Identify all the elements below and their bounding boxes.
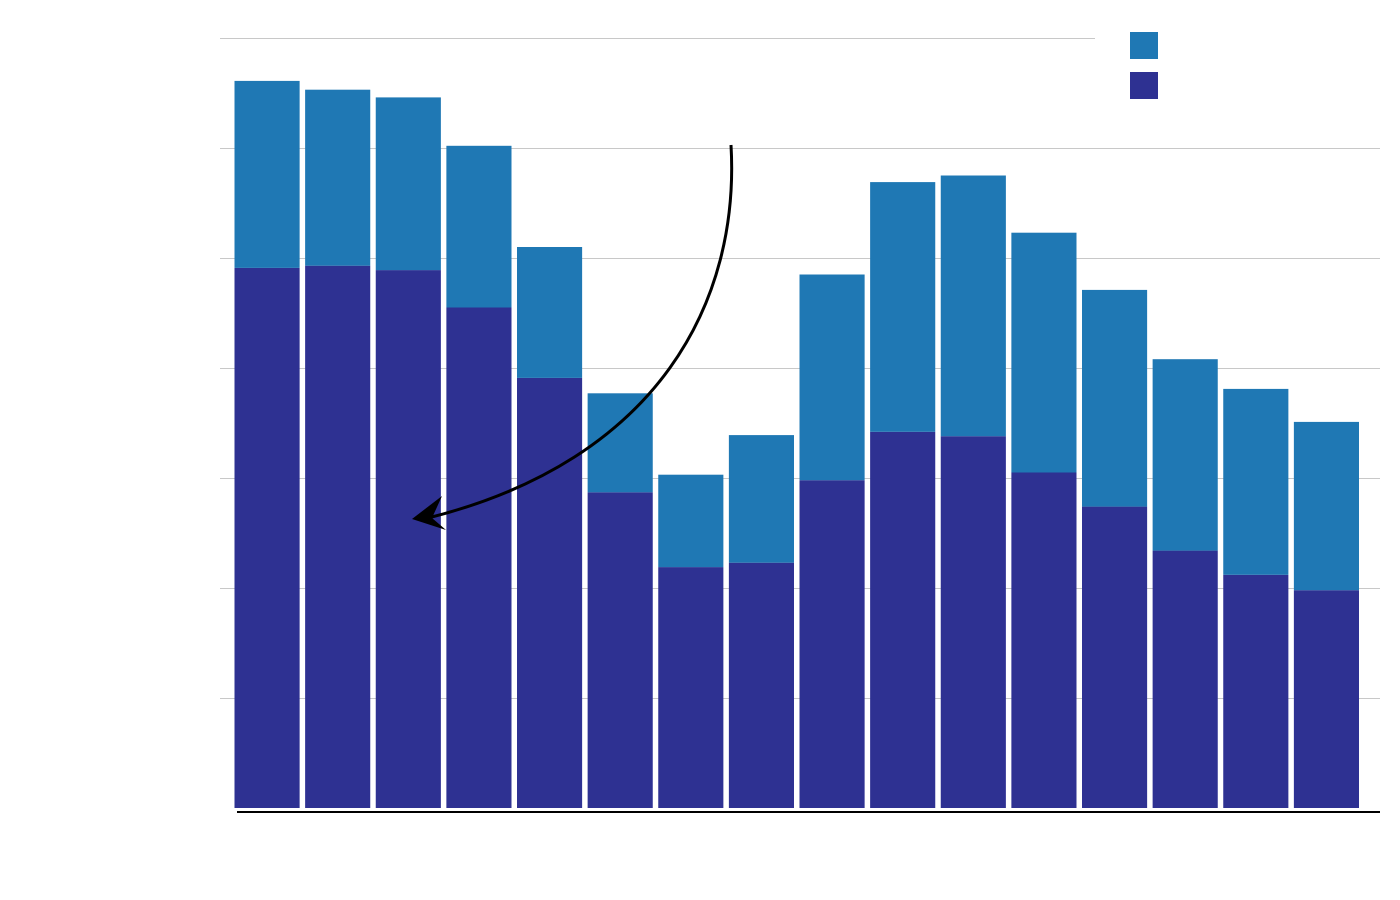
bar-segment-upper (305, 89, 371, 266)
bar-segment-lower (517, 377, 583, 808)
bar-segment-lower (234, 267, 300, 808)
bar-segment-lower (1293, 590, 1359, 808)
bar-segment-upper (940, 175, 1006, 437)
bar-segment-upper (234, 80, 300, 268)
bar-segment-upper (517, 247, 583, 378)
legend-swatch (1130, 32, 1158, 59)
bar-segment-lower (799, 480, 865, 808)
bar-segment-lower (587, 492, 653, 808)
bar-segment-upper (587, 393, 653, 493)
annotation-arrow-curve (427, 144, 734, 520)
bar-segment-lower (1152, 550, 1218, 808)
bar-segment-lower (1082, 506, 1148, 808)
bar-segment-upper (1293, 421, 1359, 591)
annotation-arrow (412, 144, 734, 530)
bar-segment-upper (1082, 289, 1148, 507)
bar-segment-upper (1223, 388, 1289, 575)
bar-segment-upper (658, 474, 724, 568)
bars (234, 80, 1359, 809)
bar-segment-upper (799, 274, 865, 481)
bar-segment-lower (305, 265, 371, 808)
bar-segment-lower (658, 567, 724, 808)
bar-segment-lower (870, 431, 936, 808)
bar-segment-upper (1011, 232, 1077, 473)
bar-segment-lower (940, 436, 1006, 808)
bar-segment-lower (1011, 472, 1077, 808)
bar-segment-lower (375, 270, 441, 809)
bar-segment-upper (375, 97, 441, 271)
legend-swatch (1130, 72, 1158, 99)
bar-segment-lower (1223, 574, 1289, 808)
bar-segment-lower (728, 562, 794, 808)
annotation-arrow-head (412, 496, 446, 530)
bar-segment-lower (446, 307, 512, 808)
legend (1130, 32, 1158, 99)
bar-segment-upper (446, 145, 512, 308)
bar-segment-upper (728, 435, 794, 563)
bar-segment-upper (870, 182, 936, 432)
bar-segment-upper (1152, 359, 1218, 551)
